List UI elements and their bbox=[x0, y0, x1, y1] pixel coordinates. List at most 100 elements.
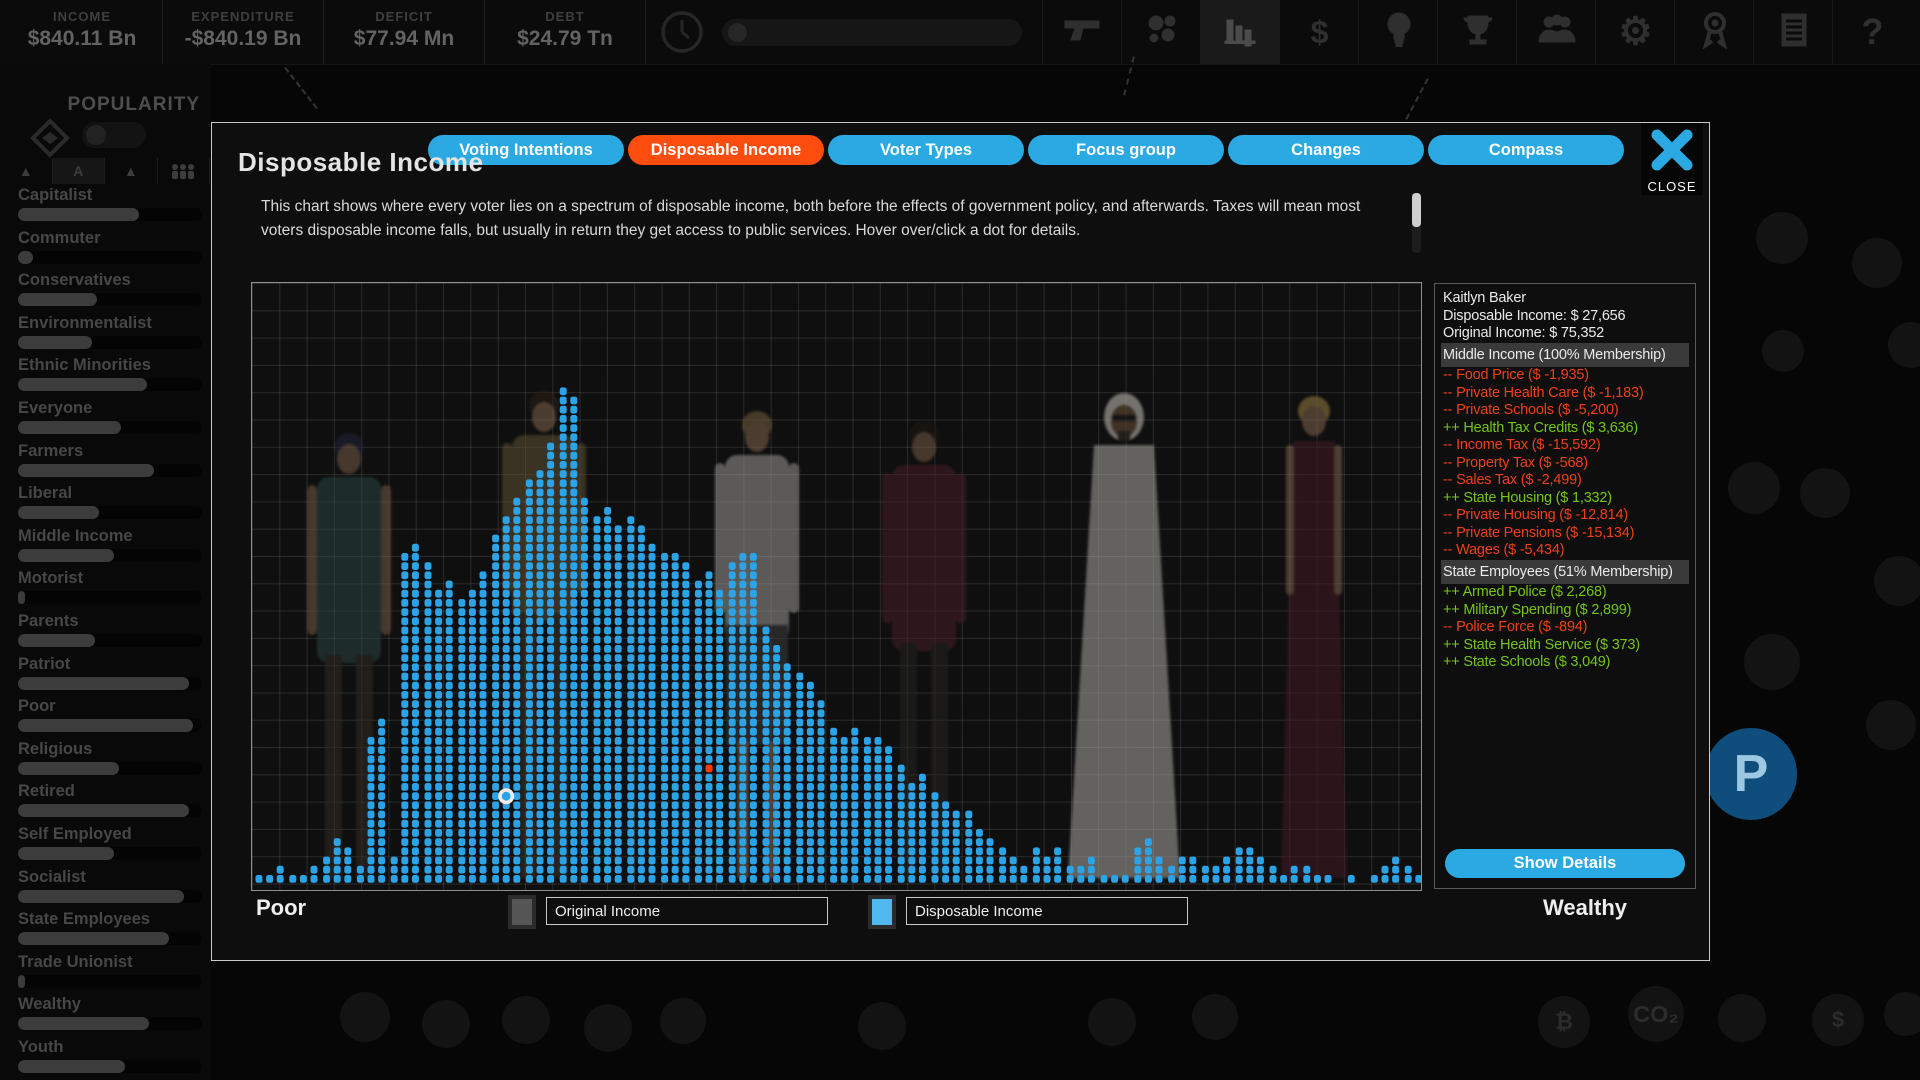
tab-compass[interactable]: Compass bbox=[1428, 135, 1624, 165]
tab-disposable-income[interactable]: Disposable Income bbox=[628, 135, 824, 165]
close-icon bbox=[1651, 129, 1693, 171]
sidebar-item-youth[interactable]: Youth bbox=[0, 1038, 210, 1080]
sidebar-item-poor[interactable]: Poor bbox=[0, 697, 210, 739]
popularity-bar bbox=[18, 719, 202, 733]
menu-dollar-button[interactable]: $ bbox=[1279, 0, 1359, 64]
sidebar-item-motorist[interactable]: Motorist bbox=[0, 569, 210, 611]
menu-help-button[interactable]: ? bbox=[1832, 0, 1912, 64]
tab-voter-types[interactable]: Voter Types bbox=[828, 135, 1024, 165]
sidebar-item-everyone[interactable]: Everyone bbox=[0, 399, 210, 441]
menu-gear-button[interactable]: ⚙ bbox=[1595, 0, 1675, 64]
popularity-bar-fill bbox=[18, 250, 33, 264]
sidebar-item-middle-income[interactable]: Middle Income bbox=[0, 527, 210, 569]
legend-disposable-income: Disposable Income bbox=[906, 897, 1188, 925]
group-name: Middle Income bbox=[18, 526, 133, 545]
popularity-bar bbox=[18, 463, 202, 477]
stat-value: -$840.19 Bn bbox=[184, 27, 302, 50]
sort-tab-alpha-sort[interactable]: A bbox=[52, 158, 105, 184]
report-icon bbox=[1780, 12, 1808, 53]
policy-icon bbox=[1192, 994, 1238, 1040]
income-spectrum-chart[interactable] bbox=[251, 282, 1422, 891]
group-name: Parents bbox=[18, 612, 79, 630]
menu-trophy-button[interactable] bbox=[1437, 0, 1517, 64]
policy-effect-line: ++ State Health Service ($ 373) bbox=[1443, 636, 1640, 653]
sidebar-item-ethnic-minorities[interactable]: Ethnic Minorities bbox=[0, 356, 210, 398]
policy-icon bbox=[858, 1002, 906, 1050]
stat-label: INCOME bbox=[53, 9, 111, 24]
voter-dots[interactable] bbox=[252, 283, 1421, 890]
group-name: Youth bbox=[18, 1038, 64, 1056]
tab-changes[interactable]: Changes bbox=[1228, 135, 1424, 165]
help-icon: ? bbox=[1861, 11, 1884, 52]
menu-medal-button[interactable] bbox=[1674, 0, 1754, 64]
clock-icon[interactable] bbox=[660, 10, 704, 59]
sidebar-item-farmers[interactable]: Farmers bbox=[0, 442, 210, 484]
game-speed-slider[interactable] bbox=[722, 19, 1022, 46]
dollar-icon: $ bbox=[1310, 14, 1329, 50]
popularity-bar bbox=[18, 974, 202, 988]
voter-detail-lines: Kaitlyn Baker Disposable Income: $ 27,656… bbox=[1441, 290, 1689, 672]
policy-effect-line: -- Private Health Care ($ -1,183) bbox=[1443, 384, 1644, 401]
group-name: Religious bbox=[18, 739, 93, 758]
sidebar-item-capitalist[interactable]: Capitalist bbox=[0, 186, 210, 228]
popularity-bar bbox=[18, 335, 202, 349]
stat-deficit: DEFICIT $77.94 Mn bbox=[324, 0, 485, 64]
popularity-bar bbox=[18, 1060, 202, 1073]
sidebar-item-religious[interactable]: Religious bbox=[0, 740, 210, 782]
popularity-bar-fill bbox=[18, 974, 26, 988]
sort-tab-triangle-up[interactable]: ▲ bbox=[105, 158, 158, 184]
toggle-knob[interactable] bbox=[86, 125, 106, 145]
policy-effect-line: -- Wages ($ -5,434) bbox=[1443, 542, 1565, 558]
sidebar-item-liberal[interactable]: Liberal bbox=[0, 484, 210, 526]
policy-icon: $ bbox=[1812, 994, 1864, 1046]
slider-knob[interactable] bbox=[728, 23, 747, 42]
selected-voter-dot[interactable] bbox=[498, 788, 515, 805]
tab-focus-group[interactable]: Focus group bbox=[1028, 135, 1224, 165]
popularity-bar-fill bbox=[18, 506, 99, 520]
parking-policy-icon: P bbox=[1705, 728, 1797, 820]
stat-value: $77.94 Mn bbox=[353, 27, 455, 50]
menu-lightbulb-button[interactable] bbox=[1358, 0, 1438, 64]
sidebar-item-self-employed[interactable]: Self Employed bbox=[0, 825, 210, 867]
sidebar-item-parents[interactable]: Parents bbox=[0, 612, 210, 654]
scrollbar-thumb[interactable] bbox=[1412, 193, 1421, 227]
popularity-bar-fill bbox=[18, 335, 92, 349]
policy-effect-line: -- Police Force ($ -894) bbox=[1443, 619, 1588, 635]
group-name: State Employees bbox=[18, 910, 151, 929]
polls-tab-bar: Voting Intentions Disposable Income Voter … bbox=[428, 135, 1624, 165]
sidebar-item-commuter[interactable]: Commuter bbox=[0, 229, 210, 271]
group-name: Conservatives bbox=[18, 271, 131, 290]
sidebar-item-socialist[interactable]: Socialist bbox=[0, 868, 210, 910]
sidebar-item-state-employees[interactable]: State Employees bbox=[0, 910, 210, 952]
sidebar-item-trade-unionist[interactable]: Trade Unionist bbox=[0, 953, 210, 995]
menu-bubbles-button[interactable] bbox=[1121, 0, 1201, 64]
menu-bar-chart-button[interactable] bbox=[1200, 0, 1280, 64]
description-scrollbar[interactable] bbox=[1412, 193, 1421, 253]
menu-report-button[interactable] bbox=[1753, 0, 1833, 64]
sort-tab-voters[interactable] bbox=[158, 158, 210, 184]
sidebar-toggle[interactable] bbox=[82, 122, 146, 148]
tab-voting-intentions[interactable]: Voting Intentions bbox=[428, 135, 624, 165]
policy-effect-line: ++ State Schools ($ 3,049) bbox=[1443, 654, 1611, 670]
sidebar-item-patriot[interactable]: Patriot bbox=[0, 655, 210, 697]
policy-icon bbox=[502, 996, 550, 1044]
sidebar-item-retired[interactable]: Retired bbox=[0, 782, 210, 824]
voters-icon bbox=[172, 164, 195, 179]
close-button[interactable]: CLOSE bbox=[1641, 123, 1703, 195]
show-details-button[interactable]: Show Details bbox=[1445, 849, 1685, 878]
popularity-bar bbox=[18, 761, 202, 775]
sidebar-item-environmentalist[interactable]: Environmentalist bbox=[0, 314, 210, 356]
sidebar-item-conservatives[interactable]: Conservatives bbox=[0, 271, 210, 313]
legend-swatch-original bbox=[508, 895, 536, 929]
voter-info-line: Kaitlyn Baker bbox=[1443, 290, 1526, 306]
compass-diamond-icon[interactable] bbox=[26, 114, 74, 167]
popularity-bar-fill bbox=[18, 421, 122, 434]
popularity-bar bbox=[18, 421, 202, 434]
sidebar-item-wealthy[interactable]: Wealthy bbox=[0, 995, 210, 1037]
policy-icon bbox=[340, 992, 390, 1042]
popularity-bar bbox=[18, 250, 202, 264]
popularity-bar-fill bbox=[18, 463, 155, 477]
sort-tab-triangle-up[interactable]: ▲ bbox=[0, 158, 53, 184]
menu-gun-button[interactable] bbox=[1042, 0, 1122, 64]
menu-people-button[interactable] bbox=[1516, 0, 1596, 64]
